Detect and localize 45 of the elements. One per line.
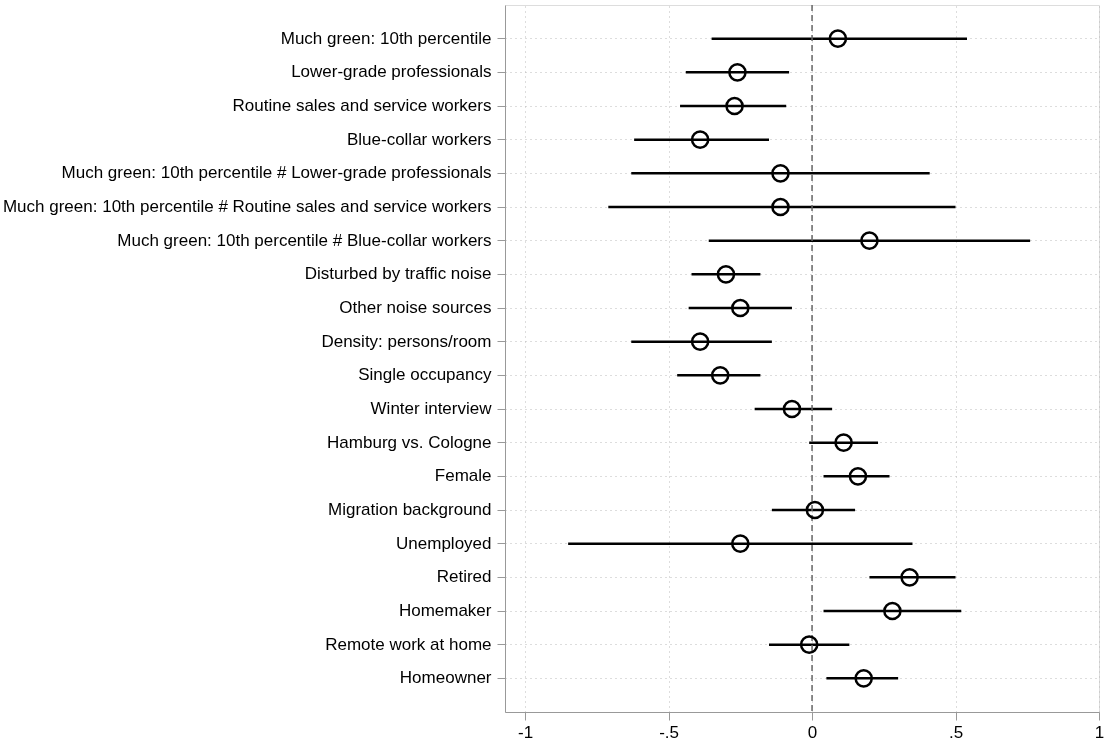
y-tick-label: Density: persons/room <box>321 331 492 351</box>
point <box>883 601 902 621</box>
y-tick-label: Winter interview <box>370 399 493 418</box>
y-tick-label: Much green: 10th percentile # Routine sales and service workers <box>2 197 492 216</box>
y-tick-label: Remote work at home <box>325 634 492 654</box>
x-tick-label: 0 <box>807 722 818 742</box>
point <box>730 298 750 318</box>
point <box>771 164 790 183</box>
y-tick-label: Other noise sources <box>339 298 492 317</box>
y-tick-label: Hamburg vs. Cologne <box>327 432 492 452</box>
x-tick-label: -1 <box>518 722 534 742</box>
point <box>725 96 744 116</box>
point <box>710 366 730 385</box>
point <box>771 197 790 217</box>
point <box>828 29 848 48</box>
y-tick-label: Disturbed by traffic noise <box>304 264 492 284</box>
point <box>854 669 874 688</box>
y-tick-label: Homemaker <box>398 601 492 620</box>
y-tick-label: Much green: 10th percentile # Lower-grade professionals <box>61 163 492 183</box>
point <box>805 500 825 520</box>
y-tick-label: Blue-collar workers <box>346 129 492 149</box>
point <box>848 467 868 486</box>
y-tick-label: Unemployed <box>396 533 492 553</box>
point <box>730 534 750 553</box>
point <box>690 332 710 351</box>
x-tick-label: .5 <box>948 722 964 742</box>
y-tick-label: Lower-grade professionals <box>291 62 492 82</box>
y-tick-label: Much green: 10th percentile # Blue-collar workers <box>117 230 492 250</box>
point <box>782 399 802 419</box>
y-tick-label: Migration background <box>328 500 492 519</box>
point <box>799 635 819 654</box>
y-tick-label: Female <box>434 466 492 486</box>
x-tick-label: 1 <box>1094 722 1104 742</box>
point <box>860 231 879 250</box>
x-tick-label: -.5 <box>659 722 679 742</box>
point <box>834 433 853 452</box>
point <box>900 568 919 587</box>
y-tick-label: Single occupancy <box>358 365 492 385</box>
y-tick-label: Homeowner <box>399 668 492 688</box>
point <box>728 63 747 82</box>
y-tick-label: Routine sales and service workers <box>232 96 492 115</box>
point <box>690 130 710 149</box>
y-tick-label: Much green: 10th percentile <box>280 28 492 48</box>
point <box>716 265 736 284</box>
y-tick-label: Retired <box>436 567 492 587</box>
